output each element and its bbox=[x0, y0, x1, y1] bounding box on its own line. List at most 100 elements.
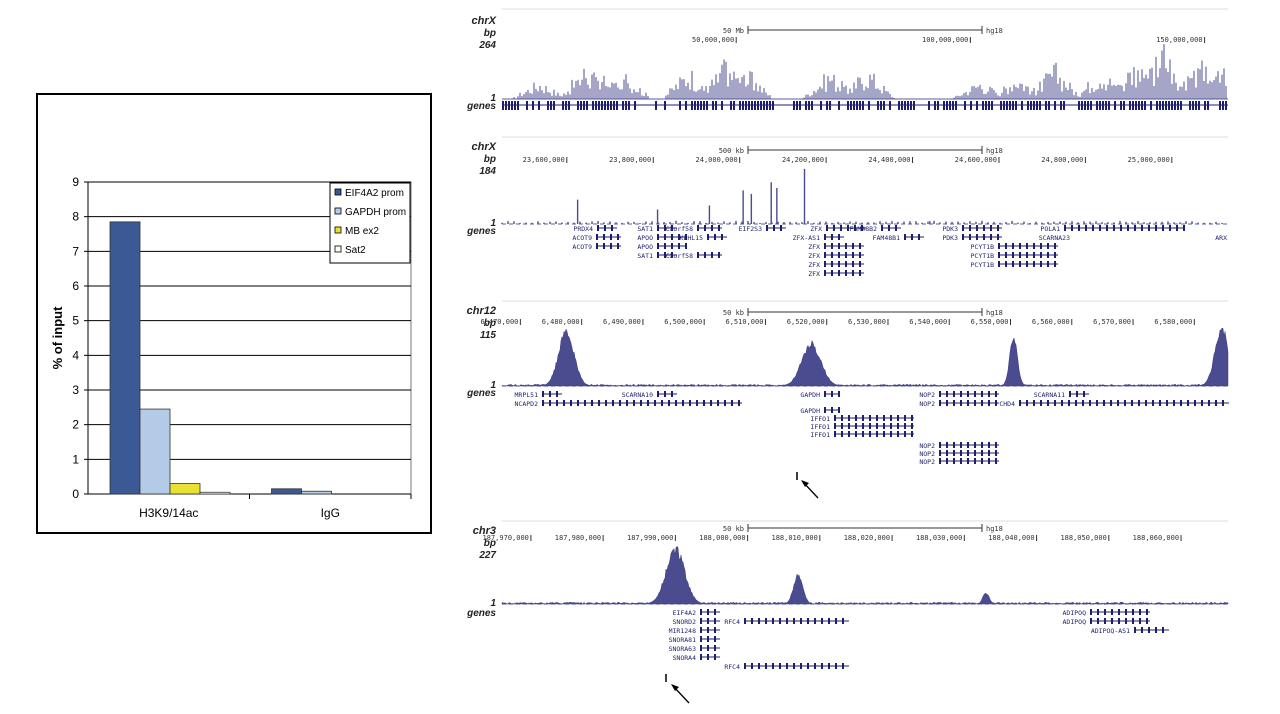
gene-exon bbox=[758, 618, 760, 624]
gene-exon bbox=[598, 400, 600, 406]
gene-exon bbox=[1132, 609, 1134, 615]
gene-exon bbox=[1111, 609, 1113, 615]
gene-exon bbox=[890, 423, 892, 429]
gene-exon bbox=[821, 618, 823, 624]
gene-exon bbox=[831, 252, 833, 258]
gene-exon bbox=[700, 609, 702, 615]
gene-exon bbox=[707, 636, 709, 642]
gene-exon bbox=[1166, 400, 1168, 406]
gene-label: IFFO1 bbox=[810, 423, 830, 431]
gene-exon bbox=[831, 391, 833, 397]
gene-exon bbox=[1138, 400, 1140, 406]
gene-label: KLHL15 bbox=[680, 234, 704, 242]
gene-exon bbox=[1005, 243, 1007, 249]
bar-h3k9-14ac-sat2 bbox=[199, 491, 231, 495]
gene-exon bbox=[758, 663, 760, 669]
gene-exon bbox=[714, 609, 716, 615]
gene-exon bbox=[1054, 261, 1056, 267]
gene-label: IFFO1 bbox=[810, 431, 830, 439]
gene-exon bbox=[988, 458, 990, 464]
coord-tick-label: 6,520,000 bbox=[787, 318, 825, 326]
gene-exon bbox=[1078, 225, 1080, 231]
gene-exon bbox=[1099, 225, 1101, 231]
gene-exon bbox=[862, 415, 864, 421]
gene-exon bbox=[845, 252, 847, 258]
gene-exon bbox=[1047, 243, 1049, 249]
gene-exon bbox=[1033, 400, 1035, 406]
gene-exon bbox=[974, 400, 976, 406]
signal-bars bbox=[501, 168, 1223, 224]
gene-label: ACOT9 bbox=[572, 234, 592, 242]
gene-exon bbox=[744, 618, 746, 624]
gene-label: CXorf58 bbox=[666, 225, 693, 233]
coord-tick-label: 188,030,000 bbox=[916, 534, 962, 542]
gene-exon bbox=[1169, 225, 1171, 231]
gene-exon bbox=[704, 225, 706, 231]
gene-exon bbox=[1090, 609, 1092, 615]
y-axis-label: % of input bbox=[50, 306, 65, 369]
gene-exon bbox=[591, 400, 593, 406]
y-tick-label: 1 bbox=[72, 452, 79, 466]
legend-label: Sat2 bbox=[345, 245, 366, 256]
gene-exon bbox=[1134, 627, 1136, 633]
y-tick-label: 0 bbox=[72, 487, 79, 501]
coord-tick-label: 188,060,000 bbox=[1133, 534, 1179, 542]
gene-label: SCARNA10 bbox=[622, 391, 653, 399]
gene-exon bbox=[960, 450, 962, 456]
coord-tick-label: 23,800,000 bbox=[609, 156, 651, 164]
gene-exon bbox=[848, 423, 850, 429]
gene-exon bbox=[1148, 627, 1150, 633]
gene-exon bbox=[861, 225, 863, 231]
gene-exon bbox=[1075, 400, 1077, 406]
gene-exon bbox=[786, 663, 788, 669]
gene-exon bbox=[1162, 627, 1164, 633]
gene-exon bbox=[1033, 261, 1035, 267]
gene-exon bbox=[596, 243, 598, 249]
bp-label: bp bbox=[484, 154, 496, 165]
y-tick-label: 8 bbox=[72, 210, 79, 224]
chrom-label: chr12 bbox=[467, 305, 496, 317]
gene-exon bbox=[831, 261, 833, 267]
gene-exon bbox=[869, 423, 871, 429]
gene-exon bbox=[1085, 225, 1087, 231]
bar-igg-gapdh-prom bbox=[301, 490, 332, 495]
gene-exon bbox=[633, 400, 635, 406]
gene-exon bbox=[603, 234, 605, 240]
bar-h3k9-14ac-mb-ex2 bbox=[169, 483, 201, 495]
gene-exon bbox=[859, 270, 861, 276]
gene-exon bbox=[1033, 252, 1035, 258]
gene-exon bbox=[838, 391, 840, 397]
gene-exon bbox=[824, 391, 826, 397]
gene-exon bbox=[960, 400, 962, 406]
gene-exon bbox=[1124, 400, 1126, 406]
gene-exon bbox=[700, 627, 702, 633]
gene-exon bbox=[671, 243, 673, 249]
gene-exon bbox=[983, 225, 985, 231]
coord-tick-label: 6,580,000 bbox=[1154, 318, 1192, 326]
coord-tick-label: 6,560,000 bbox=[1032, 318, 1070, 326]
coord-tick-label: 187,990,000 bbox=[627, 534, 673, 542]
gene-exon bbox=[549, 391, 551, 397]
gene-exon bbox=[918, 234, 920, 240]
gene-exon bbox=[704, 252, 706, 258]
gene-exon bbox=[1113, 225, 1115, 231]
bar-h3k9-14ac-eif4a2-prom bbox=[109, 221, 141, 495]
gene-exon bbox=[640, 400, 642, 406]
assembly-label: hg18 bbox=[986, 309, 1003, 317]
gene-exon bbox=[1117, 400, 1119, 406]
gene-exon bbox=[549, 400, 551, 406]
gene-exon bbox=[953, 458, 955, 464]
gene-exon bbox=[845, 261, 847, 267]
gene-exon bbox=[1064, 225, 1066, 231]
legend-label: MB ex2 bbox=[345, 226, 379, 237]
gene-exon bbox=[974, 458, 976, 464]
coord-tick-label: 188,000,000 bbox=[699, 534, 745, 542]
gene-exon bbox=[1146, 609, 1148, 615]
gene-exon bbox=[1120, 225, 1122, 231]
coord-tick-label: 24,200,000 bbox=[782, 156, 824, 164]
gene-exon bbox=[995, 400, 997, 406]
coord-tick-label: 6,570,000 bbox=[1093, 318, 1131, 326]
gene-exon bbox=[824, 261, 826, 267]
gene-exon bbox=[841, 431, 843, 437]
gene-exon bbox=[542, 391, 544, 397]
